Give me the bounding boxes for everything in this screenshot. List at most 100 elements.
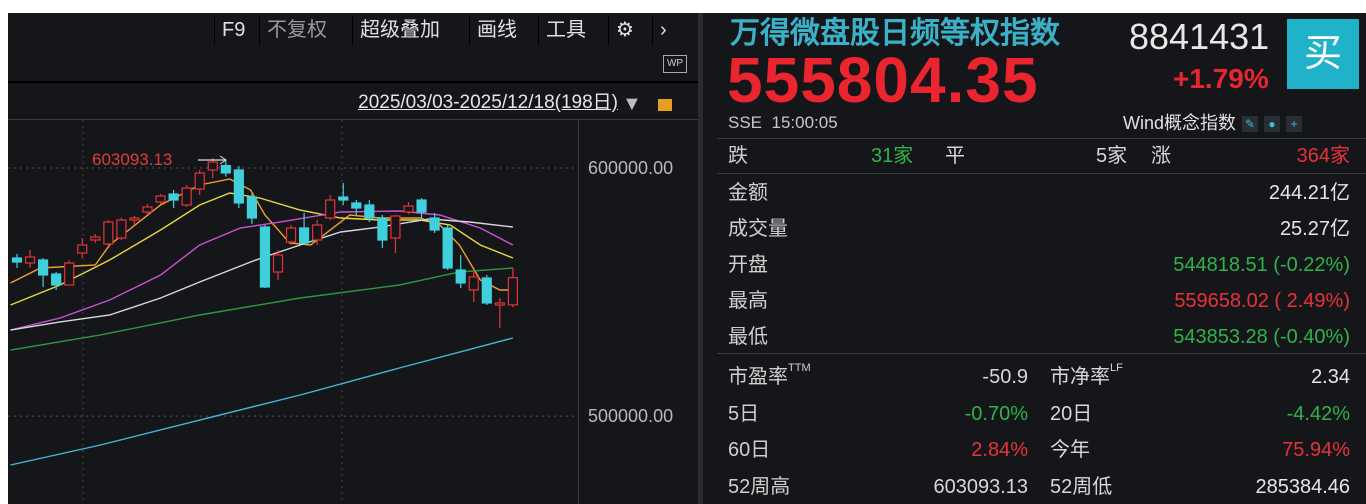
index-name: 万得微盘股日频等权指数 xyxy=(730,17,1060,50)
down-label: 跌 xyxy=(728,145,748,167)
candle-body xyxy=(468,276,479,291)
category-label[interactable]: Wind概念指数 xyxy=(1123,113,1237,133)
flat-count: 5家 xyxy=(1096,145,1128,167)
candle-body xyxy=(442,227,453,269)
row-label: 最低 xyxy=(728,326,768,348)
no-adjust-button[interactable]: 不复权 xyxy=(259,15,334,45)
candle-body xyxy=(77,244,88,254)
quote-row: 金额 244.21亿 xyxy=(728,176,1350,210)
exchange-time: SSE 15:00:05 xyxy=(728,113,838,133)
chevron-right-icon[interactable]: › xyxy=(652,15,674,45)
candle xyxy=(246,194,257,225)
candle-body xyxy=(220,164,231,174)
candle xyxy=(116,218,127,241)
candle xyxy=(11,254,23,268)
candle xyxy=(403,201,414,215)
quote-row: 成交量 25.27亿 xyxy=(728,212,1350,246)
candle-body xyxy=(403,205,414,213)
wp-icon[interactable]: WP xyxy=(663,55,687,73)
pencil-icon[interactable]: ✎ xyxy=(1242,116,1259,133)
quote-panel: 万得微盘股日频等权指数 8841431 555804.35 +1.79% 买 S… xyxy=(703,13,1366,504)
candle-body xyxy=(51,273,62,286)
candle xyxy=(77,238,88,258)
stat-value: 75.94% xyxy=(1282,439,1350,461)
flat-label: 平 xyxy=(945,145,965,167)
candle xyxy=(168,190,179,208)
candle xyxy=(468,270,479,302)
candle xyxy=(129,215,140,225)
market-breadth: 跌 31家 平 5家 涨 364家 xyxy=(728,139,1350,173)
draw-line-button[interactable]: 画线 xyxy=(469,15,524,45)
index-code: 8841431 xyxy=(1129,16,1270,57)
stat-value: 603093.13 xyxy=(933,475,1028,498)
candle-body xyxy=(155,195,166,203)
chart-panel: F9 不复权 超级叠加 画线 工具 ⚙ › WP 2025/03/03-2025… xyxy=(8,13,698,504)
stat-label: 52周高 xyxy=(728,475,791,498)
candle xyxy=(442,224,453,271)
candle xyxy=(51,271,62,291)
last-price: 555804.35 xyxy=(727,44,1039,116)
y-tick-label: 600000.00 xyxy=(588,158,674,178)
date-range-selector[interactable]: 2025/03/03-2025/12/18(198日) xyxy=(358,92,618,113)
stat-label: 20日 xyxy=(1050,402,1093,425)
candle-body xyxy=(455,269,466,284)
f9-button[interactable]: F9 xyxy=(214,15,252,45)
candle-body xyxy=(90,236,101,241)
gear-icon[interactable]: ⚙ xyxy=(608,15,641,45)
candle-body xyxy=(194,172,205,190)
candle xyxy=(181,184,192,208)
candle-body xyxy=(142,206,153,213)
row-value: 244.21亿 xyxy=(1268,182,1350,204)
candle-body xyxy=(377,217,388,241)
candle xyxy=(24,250,36,268)
candle xyxy=(299,212,310,245)
up-count: 364家 xyxy=(1296,145,1350,167)
stat-value: -4.42% xyxy=(1286,402,1350,425)
candle-body xyxy=(285,227,297,243)
candle xyxy=(312,220,323,245)
candle-body xyxy=(207,161,218,171)
stat-value: -50.9 xyxy=(982,366,1028,388)
candle xyxy=(90,234,101,243)
candle-body xyxy=(168,193,179,201)
change-percent: +1.79% xyxy=(1173,63,1269,94)
row-label: 开盘 xyxy=(728,254,768,276)
unlock-icon[interactable] xyxy=(658,99,672,111)
candle-body xyxy=(116,219,127,239)
bell-icon[interactable]: ● xyxy=(1264,116,1281,133)
category: Wind概念指数 ✎ ● + xyxy=(1123,112,1303,134)
stats-row: 5日 -0.70% 20日 -4.42% xyxy=(728,397,1350,431)
candle xyxy=(272,250,284,281)
candle xyxy=(494,298,505,328)
candle-body xyxy=(429,217,440,231)
row-value: 559658.02 ( 2.49%) xyxy=(1174,290,1350,312)
super-overlay-button[interactable]: 超级叠加 xyxy=(352,15,447,45)
row-value: 25.27亿 xyxy=(1279,218,1350,240)
quote-row: 最高 559658.02 ( 2.49%) xyxy=(728,284,1350,318)
stat-value: -0.70% xyxy=(964,402,1028,425)
stats-row: 52周高 603093.13 52周低 285384.46 xyxy=(728,470,1350,504)
candle-body xyxy=(299,227,310,244)
up-label: 涨 xyxy=(1151,145,1171,167)
candle-body xyxy=(103,221,114,245)
candle-body xyxy=(246,196,257,219)
candle xyxy=(207,158,218,178)
candle xyxy=(364,200,375,222)
stats-row: 市盈率TTM -50.9 市净率LF 2.34 xyxy=(728,360,1350,394)
candle-body xyxy=(129,217,140,221)
stat-value: 285384.46 xyxy=(1255,475,1350,498)
candle xyxy=(103,220,114,246)
candle xyxy=(285,224,297,245)
plus-icon[interactable]: + xyxy=(1286,116,1303,133)
candle-body xyxy=(390,215,401,239)
stat-label: 5日 xyxy=(728,402,760,425)
candlestick-chart[interactable] xyxy=(0,120,578,504)
buy-button[interactable]: 买 xyxy=(1287,19,1359,89)
candle-body xyxy=(37,259,49,276)
tools-button[interactable]: 工具 xyxy=(538,15,593,45)
y-tick-label: 500000.00 xyxy=(588,406,674,426)
exchange: SSE xyxy=(728,113,763,132)
triangle-down-icon[interactable]: ▼ xyxy=(622,93,642,115)
stat-label: 市净率LF xyxy=(1050,362,1123,388)
candle-body xyxy=(312,224,323,241)
